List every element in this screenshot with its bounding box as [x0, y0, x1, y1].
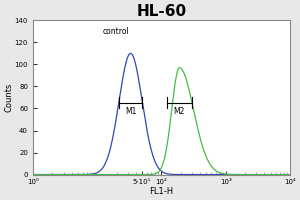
Text: M2: M2	[174, 107, 185, 116]
Text: M1: M1	[125, 107, 136, 116]
Title: HL-60: HL-60	[136, 4, 187, 19]
Y-axis label: Counts: Counts	[4, 83, 13, 112]
X-axis label: FL1-H: FL1-H	[149, 187, 173, 196]
Text: control: control	[102, 27, 129, 36]
